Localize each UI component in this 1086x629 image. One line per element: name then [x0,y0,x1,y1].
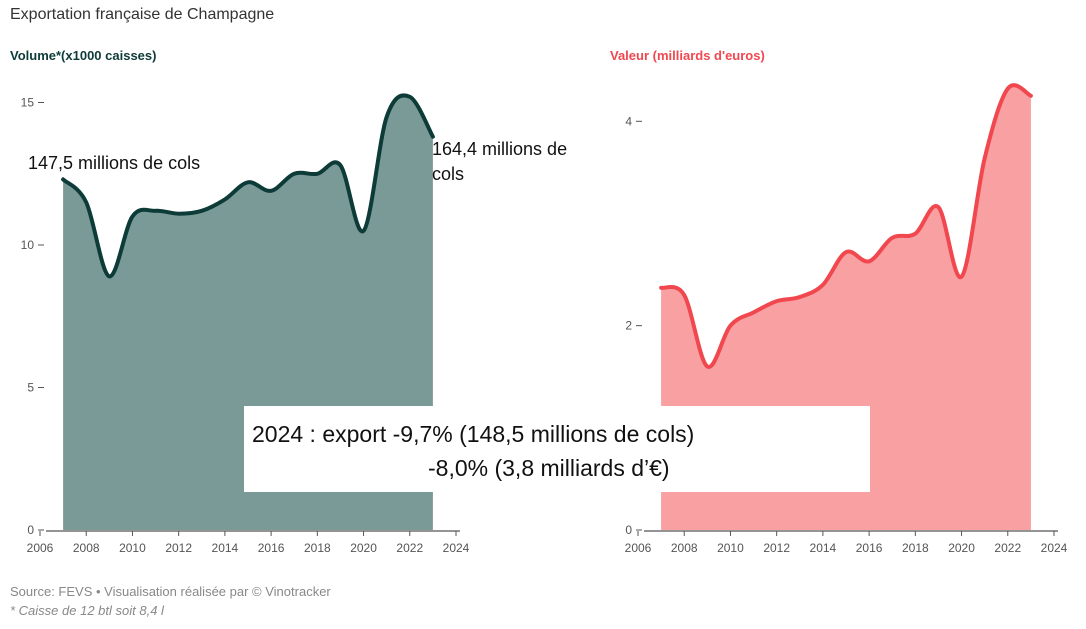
source-credit: Source: FEVS • Visualisation réalisée pa… [10,584,331,599]
volume-x-tick-label: 2014 [212,541,239,555]
summary-volume-text: 2024 : export -9,7% (148,5 millions de c… [252,421,695,447]
value-y-tick-label: 4 [625,114,632,128]
volume-x-tick-label: 2024 [443,541,470,555]
value-series-line [659,83,1033,369]
value-x-tick-label: 2012 [763,541,790,555]
volume-x-tick-label: 2010 [119,541,146,555]
value-y-tick-label: 0 [625,523,632,537]
page-title: Exportation française de Champagne [10,6,275,23]
annotation-start-volume: 147,5 millions de cols [28,153,201,173]
volume-y-tick-label: 15 [21,96,35,110]
volume-series-line [61,93,435,279]
volume-x-tick-label: 2022 [396,541,423,555]
value-y-tick-label: 2 [625,319,632,333]
value-x-tick-label: 2006 [625,541,652,555]
volume-y-tick-label: 5 [27,381,34,395]
volume-y-tick-label: 0 [27,523,34,537]
volume-chart-title: Volume*(x1000 caisses) [10,48,156,63]
summary-value-text: -8,0% (3,8 milliards d’€) [428,455,670,481]
value-x-tick-label: 2014 [810,541,837,555]
summary-overlay-box: 2024 : export -9,7% (148,5 millions de c… [244,406,870,492]
volume-x-tick-label: 2006 [27,541,54,555]
value-x-tick-label: 2024 [1041,541,1068,555]
volume-y-tick-label: 10 [21,238,35,252]
value-chart-title: Valeur (milliards d'euros) [610,48,765,63]
volume-x-tick-label: 2008 [73,541,100,555]
value-x-tick-label: 2022 [994,541,1021,555]
value-x-tick-label: 2016 [856,541,883,555]
value-x-tick-label: 2010 [717,541,744,555]
annotation-end-volume: 164,4 millions de cols [432,139,568,184]
value-x-tick-label: 2008 [671,541,698,555]
volume-x-tick-label: 2012 [165,541,192,555]
value-x-tick-label: 2018 [902,541,929,555]
footnote: * Caisse de 12 btl soit 8,4 l [10,603,164,618]
volume-x-tick-label: 2018 [304,541,331,555]
value-x-tick-label: 2020 [948,541,975,555]
volume-x-tick-label: 2020 [350,541,377,555]
volume-x-tick-label: 2016 [258,541,285,555]
